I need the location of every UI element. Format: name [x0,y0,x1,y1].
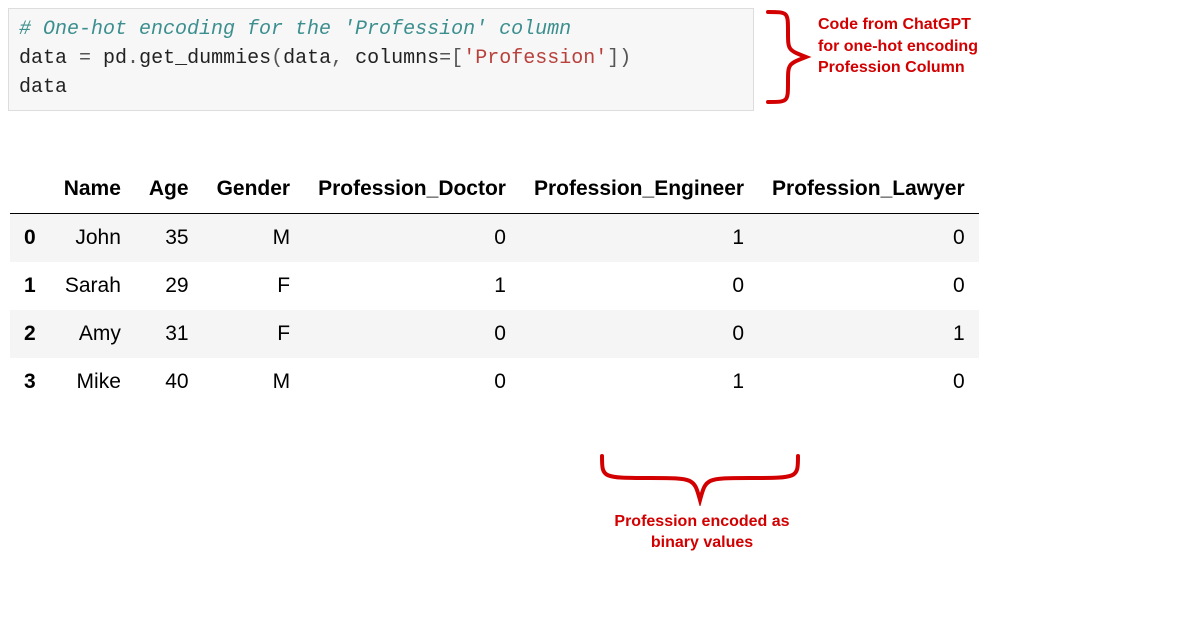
cell: F [203,262,305,310]
cell: 0 [304,310,520,358]
annotation-right-text: Code from ChatGPT for one-hot encoding P… [818,14,1048,79]
code-token: pd [91,47,127,70]
code-token: ( [271,47,283,70]
code-token: = [439,47,451,70]
annotation-bottom-text: Profession encoded as binary values [572,512,832,554]
cell: 35 [135,214,203,263]
code-token: get_dummies [139,47,271,70]
cell: M [203,358,305,406]
annotation-bottom-line2: binary values [651,534,753,551]
code-cell: # One-hot encoding for the 'Profession' … [8,8,754,111]
row-index: 0 [10,214,50,263]
cell: Mike [50,358,135,406]
table-row: 2 Amy 31 F 0 0 1 [10,310,979,358]
col-header: Profession_Doctor [304,165,520,214]
col-header: Gender [203,165,305,214]
cell: 0 [758,214,979,263]
code-token: data [19,47,79,70]
table-row: 3 Mike 40 M 0 1 0 [10,358,979,406]
code-token: = [79,47,91,70]
code-token: , [331,47,355,70]
cell: 1 [520,214,758,263]
cell: 0 [520,310,758,358]
index-header [10,165,50,214]
code-token: ] [607,47,619,70]
brace-bottom-icon [590,450,810,506]
code-token: 'Profession' [463,47,607,70]
col-header: Profession_Engineer [520,165,758,214]
cell: 1 [758,310,979,358]
cell: 0 [758,358,979,406]
table-row: 1 Sarah 29 F 1 0 0 [10,262,979,310]
cell: 0 [304,358,520,406]
row-index: 2 [10,310,50,358]
col-header: Name [50,165,135,214]
cell: 1 [520,358,758,406]
code-token: [ [451,47,463,70]
cell: 1 [304,262,520,310]
table-header-row: Name Age Gender Profession_Doctor Profes… [10,165,979,214]
code-token: data [283,47,331,70]
dataframe-table: Name Age Gender Profession_Doctor Profes… [10,165,979,406]
cell: 0 [520,262,758,310]
col-header: Profession_Lawyer [758,165,979,214]
dataframe-output: Name Age Gender Profession_Doctor Profes… [10,165,1125,406]
cell: John [50,214,135,263]
cell: M [203,214,305,263]
annotation-right-line1: Code from ChatGPT [818,16,971,33]
code-token: . [127,47,139,70]
cell: 0 [304,214,520,263]
annotation-right-line3: Profession Column [818,59,965,76]
brace-right-icon [758,8,818,106]
col-header: Age [135,165,203,214]
cell: Sarah [50,262,135,310]
cell: Amy [50,310,135,358]
row-index: 1 [10,262,50,310]
cell: 31 [135,310,203,358]
cell: 29 [135,262,203,310]
annotation-right-line2: for one-hot encoding [818,38,978,55]
cell: 0 [758,262,979,310]
row-index: 3 [10,358,50,406]
cell: F [203,310,305,358]
table-row: 0 John 35 M 0 1 0 [10,214,979,263]
code-token: ) [619,47,631,70]
annotation-bottom-line1: Profession encoded as [614,513,789,530]
code-line-3: data [19,76,67,99]
code-comment: # One-hot encoding for the 'Profession' … [19,18,571,41]
cell: 40 [135,358,203,406]
annotation-right: Code from ChatGPT for one-hot encoding P… [758,8,1198,106]
code-token: columns [355,47,439,70]
annotation-bottom: Profession encoded as binary values [590,450,890,580]
